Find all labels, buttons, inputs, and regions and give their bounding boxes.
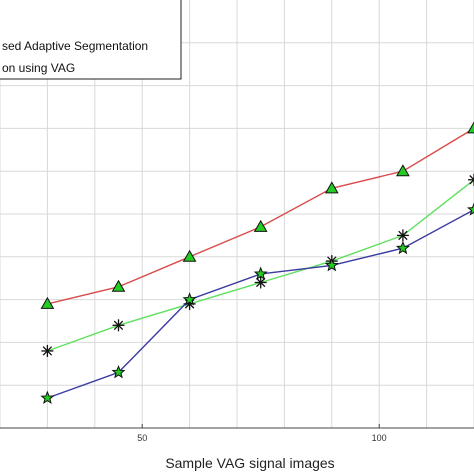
series-2 [41, 173, 474, 357]
legend: sed Adaptive Segmentation on using VAG [0, 0, 182, 80]
series-3 [40, 202, 474, 404]
asterisk-marker [254, 276, 267, 289]
star-marker [40, 390, 55, 404]
triangle-marker [396, 164, 410, 177]
star-marker [395, 240, 410, 255]
star-marker [253, 266, 268, 280]
x-tick-label: 100 [372, 433, 387, 443]
axes [0, 424, 474, 429]
triangle-marker [467, 121, 474, 134]
star-marker [466, 202, 474, 216]
series-1 [40, 121, 474, 309]
asterisk-marker [112, 319, 125, 332]
triangle-marker [40, 296, 55, 309]
asterisk-marker [396, 229, 409, 242]
tick-labels: 50 100 [137, 433, 387, 443]
triangle-marker [253, 219, 268, 232]
star-marker [111, 364, 126, 379]
asterisk-marker [41, 344, 54, 357]
x-axis-label: Sample VAG signal images [165, 455, 334, 471]
legend-entry-3: on using VAG [2, 61, 75, 75]
triangle-marker [111, 279, 126, 292]
asterisk-marker [468, 173, 474, 186]
legend-box [0, 0, 182, 80]
triangle-marker [324, 181, 339, 194]
triangle-marker [182, 249, 197, 262]
series-layer [40, 121, 474, 404]
legend-entry-2: sed Adaptive Segmentation [2, 39, 148, 53]
x-tick-label: 50 [137, 433, 147, 443]
star-marker [182, 292, 197, 306]
star-marker [324, 257, 339, 272]
